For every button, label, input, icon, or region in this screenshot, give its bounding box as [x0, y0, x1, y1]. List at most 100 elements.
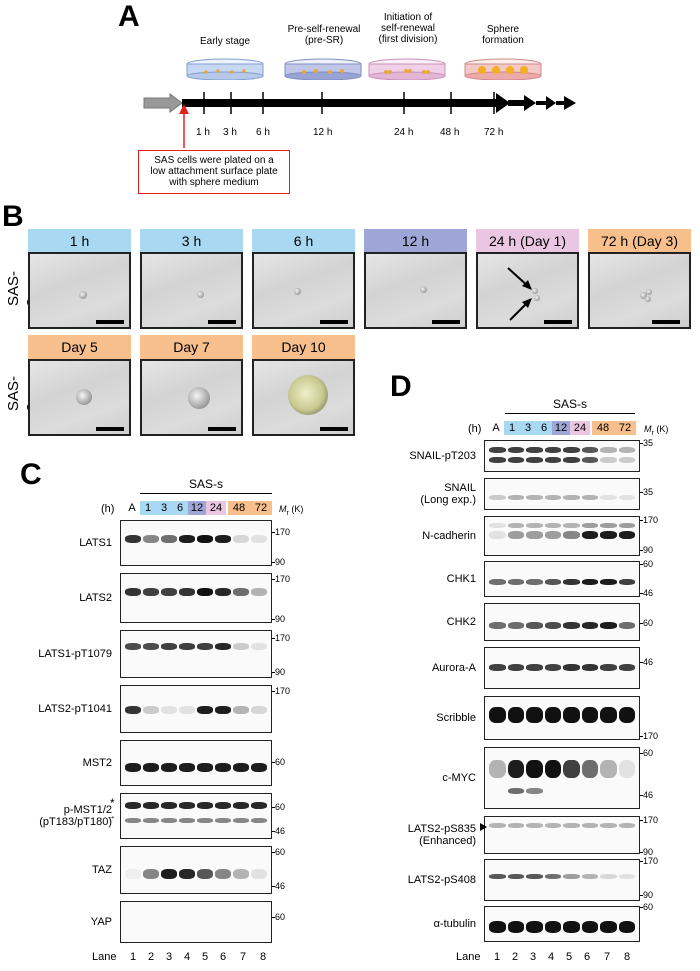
micrograph-day5	[28, 359, 131, 436]
panelC-mw-tick	[272, 831, 275, 832]
panelD-band	[581, 579, 598, 585]
panelD-band	[489, 523, 506, 528]
panelC-mw-tick	[272, 886, 275, 887]
panelC-blot-7	[120, 901, 272, 943]
panelC-band	[251, 869, 267, 879]
panelC-band	[179, 643, 195, 650]
panelD-blot-label-3: CHK1	[446, 573, 476, 585]
panelC-mw-marker: 170	[275, 574, 291, 584]
panel-d-lane-4: 4	[547, 951, 555, 963]
panelD-band	[544, 523, 561, 528]
panelD-blot-label-6: Scribble	[436, 712, 476, 724]
panelD-band	[507, 523, 524, 528]
panelD-blot-0	[484, 440, 640, 472]
panelD-band	[489, 457, 506, 463]
panelC-band	[179, 588, 195, 596]
panelC-blot-6	[120, 846, 272, 894]
panelC-blot-label-0: LATS1	[79, 537, 112, 549]
panel-c-lane-7: 7	[239, 951, 247, 963]
panel-d-lane-6: 6	[583, 951, 591, 963]
panelD-mw-marker: 46	[643, 790, 654, 800]
panelD-band	[618, 531, 635, 539]
panelD-band	[600, 447, 617, 453]
panelD-mw-tick	[640, 662, 643, 663]
panelC-band	[251, 818, 267, 823]
panelD-mw-marker: 90	[643, 545, 654, 555]
stage-label-sphere: Sphere formation	[482, 24, 524, 46]
stage-label-early: Early stage	[199, 36, 251, 47]
panel-d-mr-label: Mr (K)	[644, 424, 669, 437]
panelD-band	[544, 823, 561, 828]
panelD-band	[618, 622, 635, 629]
panelD-band	[544, 622, 561, 629]
timepoint-header-6h: 6 h	[252, 229, 355, 253]
panelD-band	[526, 874, 543, 879]
panel-c-arrow-icon: →	[106, 811, 116, 822]
panelC-mw-tick	[272, 762, 275, 763]
panelD-band	[581, 921, 598, 933]
panelD-blot-4	[484, 603, 640, 641]
panelD-blot-7	[484, 747, 640, 809]
panelD-blot-8	[484, 816, 640, 854]
panelC-band	[143, 869, 159, 879]
plating-note-box: SAS cells were plated on a low attachmen…	[138, 150, 290, 194]
panelD-mw-tick	[640, 736, 643, 737]
panelD-blot-label-10: α-tubulin	[433, 918, 476, 930]
panelD-band	[544, 531, 561, 539]
panelD-band	[618, 447, 635, 453]
time-label-48h: 48 h	[440, 127, 460, 138]
panelD-band	[526, 579, 543, 585]
panelD-band	[507, 707, 524, 723]
panelD-band	[489, 664, 506, 671]
panelD-band	[489, 874, 506, 879]
panel-d-lane-3: 3	[529, 951, 537, 963]
panelD-band	[507, 579, 524, 585]
panel-c-lane-top-12: 12	[188, 501, 206, 515]
panelD-band	[581, 823, 598, 828]
panelC-blot-0	[120, 520, 272, 566]
panelC-band	[233, 763, 249, 772]
panelD-band	[600, 579, 617, 585]
panelD-blot-label-5: Aurora-A	[431, 662, 476, 674]
panelD-band	[600, 457, 617, 463]
panelD-mw-tick	[640, 895, 643, 896]
panelC-mw-marker: 170	[275, 527, 291, 537]
panel-c-lane-top-48: 48	[228, 501, 250, 515]
panelD-band	[489, 823, 506, 828]
panelD-mw-tick	[640, 820, 643, 821]
panelC-band	[215, 588, 231, 596]
panelC-band	[197, 869, 213, 879]
panelD-blot-9	[484, 859, 640, 901]
panelC-band	[233, 802, 249, 809]
panelD-mw-marker: 60	[643, 902, 654, 912]
panelD-band	[563, 579, 580, 585]
panelD-band	[489, 531, 506, 539]
panel-c-nonspecific-star: *	[110, 796, 115, 810]
panel-c-h-label: (h)	[101, 503, 115, 515]
panelD-mw-tick	[640, 593, 643, 594]
panelC-band	[161, 643, 177, 650]
panel-c-lane-5: 5	[201, 951, 209, 963]
cell-division-arrows-icon	[507, 267, 532, 321]
panelC-band	[161, 869, 177, 879]
panelD-band	[507, 457, 524, 463]
panelC-mw-marker: 60	[275, 847, 286, 857]
panelC-band	[197, 706, 213, 714]
panel-d-lane-label: Lane	[456, 951, 481, 963]
panelD-band	[544, 874, 561, 879]
panelC-blot-label-3: LATS2-pT1041	[38, 703, 112, 715]
petri-dish-first-division	[368, 58, 446, 81]
panelD-band	[526, 921, 543, 933]
panelD-mw-marker: 170	[643, 815, 659, 825]
panelD-band	[618, 874, 635, 879]
panelC-band	[143, 643, 159, 650]
panelD-band	[581, 874, 598, 879]
panelC-mw-marker: 60	[275, 912, 286, 922]
panelD-band	[526, 707, 543, 723]
panelC-band	[125, 535, 141, 543]
panelD-band	[581, 531, 598, 539]
panelD-mw-marker: 60	[643, 559, 654, 569]
micrograph-3h	[140, 252, 243, 329]
timepoint-header-day7: Day 7	[140, 335, 243, 359]
panel-d-arrowhead-icon	[480, 823, 487, 831]
